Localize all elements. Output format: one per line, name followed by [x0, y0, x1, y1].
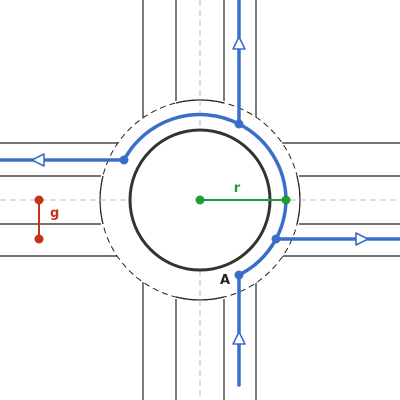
radius-indicator: r	[195, 181, 291, 205]
arrow-left-west-icon	[31, 153, 45, 167]
route-circulating-arc-east	[237, 122, 288, 241]
direction-arrows	[31, 36, 369, 345]
gap-top-node	[34, 195, 44, 205]
entry-node-a	[234, 270, 244, 280]
arrow-up-south-icon	[232, 331, 246, 345]
west-exit-node	[119, 155, 129, 165]
east-exit-node	[271, 234, 281, 244]
gap-indicator: g	[34, 195, 59, 244]
gap-bottom-node	[34, 234, 44, 244]
route-nodes	[119, 119, 281, 280]
route-circulating-arc-north	[122, 112, 241, 162]
gap-label: g	[50, 206, 59, 221]
radius-label: r	[234, 181, 241, 196]
radius-end-node	[281, 195, 291, 205]
north-exit-node	[234, 119, 244, 129]
arrow-right-east-icon	[355, 232, 369, 246]
arrow-up-north-icon	[232, 36, 246, 50]
entry-point-label: A	[220, 273, 230, 288]
center-node	[195, 195, 205, 205]
